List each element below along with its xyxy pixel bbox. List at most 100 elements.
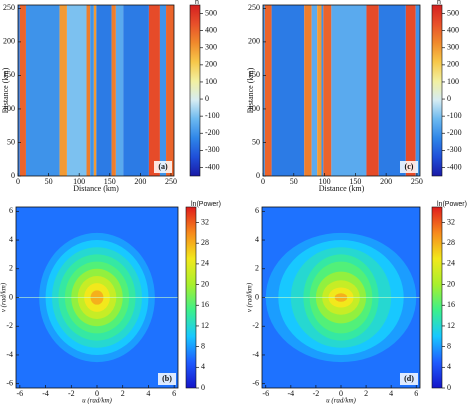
x-tick-label: 50 (290, 177, 298, 186)
colorbar-tick-label: 32 (201, 217, 209, 226)
colorbar-tick-label: -400 (205, 162, 220, 171)
y-tick-label: 100 (3, 104, 15, 113)
stripe (86, 5, 91, 176)
colorbar-tick-label: -300 (447, 145, 462, 154)
colorbar-tick-label: -200 (447, 128, 462, 137)
colorbar-tick-label: 20 (447, 279, 455, 288)
y-tick-label: -4 (6, 350, 13, 359)
y-tick-label: -2 (6, 321, 13, 330)
colorbar-tick-label: 4 (447, 362, 451, 371)
stripe (321, 5, 324, 176)
panel-label: (a) (158, 162, 168, 171)
y-tick-label: 100 (248, 104, 260, 113)
colorbar-tick-label: -400 (447, 162, 462, 171)
y-tick-label: 2 (255, 264, 259, 273)
x-tick-label: 6 (414, 389, 418, 398)
x-tick-label: 150 (349, 177, 361, 186)
colorbar-tick-label: -200 (205, 128, 220, 137)
colorbar-tick-label: -300 (205, 145, 220, 154)
y-tick-label: 4 (9, 235, 13, 244)
colorbar-tick-label: 12 (447, 321, 455, 330)
x-axis-label: u (rad/km) (326, 397, 356, 404)
colorbar-tick-label: 100 (447, 77, 459, 86)
y-tick-label: -6 (6, 379, 13, 388)
x-tick-label: 0 (16, 177, 20, 186)
x-tick-label: 0 (339, 389, 343, 398)
colorbar (189, 4, 201, 177)
y-tick-label: 6 (255, 206, 259, 215)
colorbar-tick-label: 0 (205, 94, 209, 103)
plot-area (263, 5, 420, 176)
y-tick-label: 4 (255, 235, 259, 244)
y-tick-label: 6 (9, 206, 13, 215)
y-tick-label: 150 (248, 70, 260, 79)
plot-area (16, 207, 178, 388)
colorbar-tick-label: 0 (201, 383, 205, 392)
panel-label-box (400, 373, 418, 385)
colorbar-title: ln(Power) (437, 201, 467, 208)
colorbar (185, 206, 197, 389)
colorbar-tick-label: 500 (447, 8, 459, 17)
panel-label: (b) (162, 374, 172, 383)
colorbar-title: ln(Power) (191, 201, 221, 208)
y-tick-label: 0 (255, 292, 259, 301)
x-tick-label: 0 (95, 389, 99, 398)
x-tick-label: 250 (165, 177, 177, 186)
stripe (90, 5, 94, 176)
colorbar-tick-label: 300 (447, 43, 459, 52)
panel-label-box (158, 373, 176, 385)
plot-frame (262, 4, 421, 177)
colorbar-tick-label: 8 (201, 341, 205, 350)
stripe (263, 5, 265, 176)
colorbar-tick-label: 0 (447, 94, 451, 103)
colorbar-tick-label: 8 (447, 341, 451, 350)
colorbar-tick-label: 0 (447, 383, 451, 392)
colorbar-tick-label: 12 (201, 321, 209, 330)
colorbar-tick-label: 300 (205, 43, 217, 52)
x-tick-label: 2 (364, 389, 368, 398)
x-tick-label: -2 (313, 389, 320, 398)
stripe (18, 5, 20, 176)
colorbar (431, 4, 443, 177)
stripe (123, 5, 149, 176)
x-tick-label: 4 (146, 389, 150, 398)
colorbar-title: h (437, 0, 441, 6)
colorbar-tick-label: 32 (447, 217, 455, 226)
colorbar-tick-label: 28 (201, 238, 209, 247)
colorbar-tick-label: 16 (201, 300, 209, 309)
y-tick-label: -2 (252, 321, 259, 330)
x-tick-label: 200 (380, 177, 392, 186)
y-tick-label: -4 (252, 350, 259, 359)
x-tick-label: -4 (288, 389, 295, 398)
x-tick-label: 0 (261, 177, 265, 186)
x-axis-label: Distance (km) (319, 184, 365, 193)
stripe (415, 5, 420, 176)
y-tick-label: 50 (252, 137, 260, 146)
x-axis-label: u (rad/km) (82, 397, 112, 404)
stripe (405, 5, 416, 176)
stripe (96, 5, 112, 176)
y-tick-label: 200 (3, 37, 15, 46)
y-axis-label: v (rad/km) (0, 282, 8, 312)
stripe (25, 5, 60, 176)
y-tick-label: 0 (9, 292, 13, 301)
plot-area (18, 5, 174, 176)
colorbar-tick-label: 24 (447, 259, 455, 268)
y-tick-label: 50 (7, 137, 15, 146)
colorbar-tick-label: 16 (447, 300, 455, 309)
stripe (93, 5, 97, 176)
y-axis-label: Distance (km) (1, 67, 10, 113)
x-axis-label: Distance (km) (73, 184, 119, 193)
y-tick-label: 250 (248, 3, 260, 12)
panel-label-box (400, 161, 418, 173)
colorbar (431, 206, 443, 389)
x-tick-label: 4 (389, 389, 393, 398)
colorbar-tick-label: 500 (205, 8, 217, 17)
y-tick-label: 0 (11, 171, 15, 180)
x-tick-label: 250 (411, 177, 423, 186)
y-tick-label: 2 (9, 264, 13, 273)
colorbar-tick-label: -100 (447, 111, 462, 120)
stripe (59, 5, 67, 176)
plot-frame (17, 4, 175, 177)
x-tick-label: 200 (134, 177, 146, 186)
